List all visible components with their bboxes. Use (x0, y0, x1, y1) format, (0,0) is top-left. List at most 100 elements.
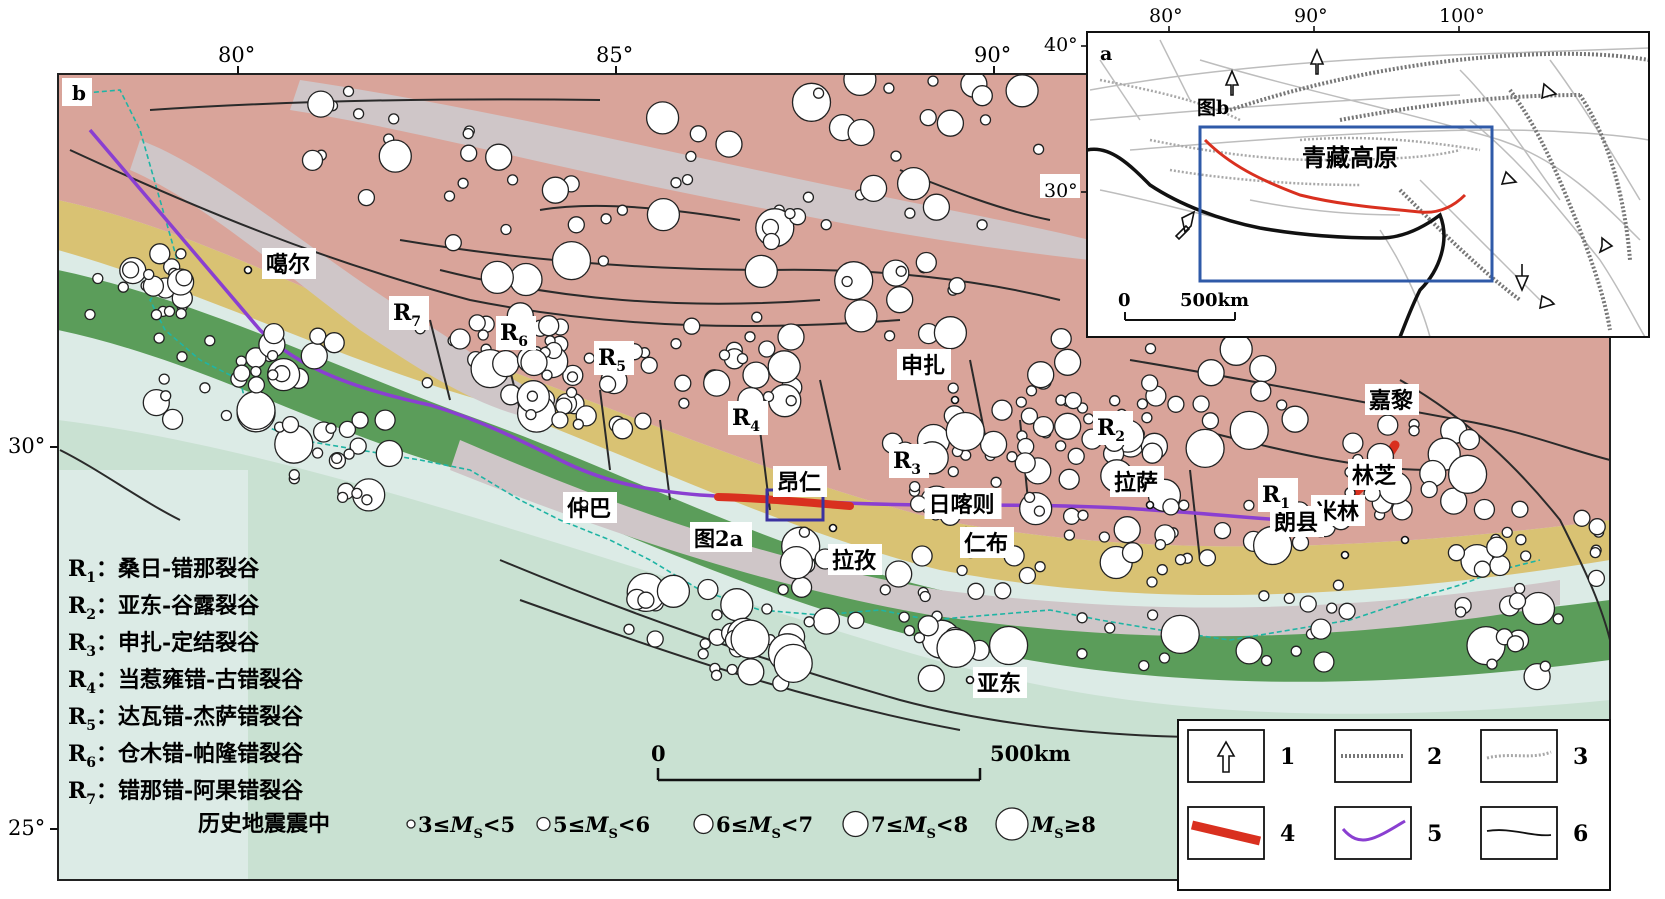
earthquake-marker (1185, 428, 1225, 469)
quake-legend-symbol (406, 819, 416, 829)
quake-legend-symbol (693, 813, 714, 835)
earthquake-marker (1521, 591, 1556, 626)
earthquake-marker (1098, 531, 1111, 543)
quake-legend-label: 3≤MS<5 (418, 812, 515, 842)
panel-b-label: b (72, 81, 86, 105)
earthquake-marker (343, 448, 355, 460)
earthquake-marker (351, 411, 369, 429)
rift-label-R5: R5 (598, 345, 626, 375)
earthquake-marker (1032, 143, 1045, 155)
earthquake-marker (1067, 447, 1085, 465)
earthquake-marker (551, 411, 569, 429)
earthquake-marker (199, 382, 211, 394)
symbol-legend-number: 1 (1280, 744, 1295, 770)
inset-scale-bar: 0 500km (1118, 290, 1249, 321)
earthquake-marker (336, 491, 349, 504)
quake-legend-symbol (536, 816, 551, 832)
earthquake-marker (1113, 516, 1141, 544)
inset-lon-label: 100° (1439, 5, 1485, 27)
earthquake-marker (645, 101, 680, 135)
earthquake-marker (443, 190, 456, 202)
inset-box-label: 图b (1197, 97, 1229, 119)
place-dot (828, 523, 838, 533)
earthquake-marker (1192, 395, 1210, 413)
quake-legend-label: MS≥8 (1030, 812, 1096, 842)
earthquake-marker (847, 611, 865, 630)
earthquake-marker (1054, 412, 1082, 440)
earthquake-marker (1076, 648, 1088, 660)
earthquake-marker (541, 369, 553, 381)
inset-lon-axis: 80° 90° 100° (1149, 5, 1485, 32)
lat-axis: 30° 25° (8, 434, 58, 840)
earthquake-marker (1146, 609, 1159, 621)
earthquake-marker (1511, 500, 1529, 518)
earthquake-marker (175, 269, 193, 287)
inset-lat-label: 30° (1044, 180, 1078, 202)
earthquake-marker (646, 630, 664, 648)
earthquake-marker (1006, 451, 1018, 463)
earthquake-marker (1326, 602, 1338, 614)
earthquake-marker (1201, 412, 1220, 430)
earthquake-marker (637, 591, 655, 609)
rift-legend-item: R3：申扎-定结裂谷 (68, 630, 260, 660)
earthquake-marker (421, 377, 433, 389)
earthquake-marker (896, 166, 931, 201)
earthquake-marker (697, 578, 719, 601)
earthquake-marker (266, 349, 279, 362)
earthquake-marker (885, 560, 913, 588)
earthquake-marker (812, 607, 841, 635)
earthquake-marker (281, 415, 300, 434)
symbol-legend-item-1: 1 (1187, 729, 1295, 783)
earthquake-marker (1213, 521, 1232, 540)
place-label-bg (897, 349, 951, 380)
earthquake-marker (309, 327, 327, 345)
earthquake-marker (689, 125, 707, 143)
rift-legend-item: R1：桑日-错那裂谷 (68, 556, 260, 586)
earthquake-marker (994, 582, 1012, 600)
earthquake-marker (909, 495, 928, 513)
earthquake-marker (1260, 654, 1273, 667)
earthquake-marker (598, 375, 617, 393)
earthquake-marker (777, 583, 789, 596)
place-dot (1400, 535, 1410, 545)
earthquake-marker (726, 663, 738, 676)
earthquake-marker (323, 332, 345, 354)
earthquake-marker (301, 149, 324, 172)
arrow-icon (1541, 82, 1558, 100)
rift-label-bg (594, 341, 634, 375)
earthquake-marker (767, 350, 801, 384)
rift-legend-item: R7：错那错-阿果错裂谷 (68, 778, 304, 808)
rift-legend-item: R4：当惹雍错-古错裂谷 (68, 667, 304, 697)
earthquake-marker (506, 174, 519, 186)
earthquake-marker (158, 373, 170, 385)
earthquake-marker (947, 465, 959, 478)
place-label-bg (828, 544, 882, 575)
earthquake-marker (307, 90, 335, 118)
earthquake-marker (357, 188, 376, 207)
earthquake-marker (1162, 498, 1180, 516)
earthquake-marker (1250, 380, 1272, 402)
earthquake-marker (1156, 564, 1168, 576)
earthquake-marker (761, 603, 773, 615)
earthquake-marker (1332, 579, 1345, 591)
earthquake-marker (361, 494, 373, 506)
earthquake-marker (890, 150, 902, 162)
earthquake-marker (1015, 396, 1027, 408)
earthquake-marker (670, 177, 682, 189)
place-label-jiali: 嘉黎 (1369, 388, 1413, 414)
earthquake-marker (859, 174, 888, 203)
earthquake-marker (762, 232, 781, 251)
place-label-shenzha: 申扎 (901, 353, 945, 379)
earthquake-marker (933, 316, 968, 350)
earthquake-marker (300, 342, 328, 370)
place-label-gaer: 噶尔 (266, 252, 310, 278)
earthquake-marker (697, 648, 709, 660)
earthquake-marker (956, 564, 968, 577)
high-range-himalaya (450, 440, 1560, 637)
earthquake-marker (879, 584, 891, 596)
earthquake-marker (1506, 635, 1525, 653)
earthquake-marker (843, 74, 877, 97)
earthquake-marker (1489, 554, 1511, 577)
place-label-linzhi: 林芝 (1352, 463, 1396, 489)
earthquake-marker (834, 261, 874, 301)
